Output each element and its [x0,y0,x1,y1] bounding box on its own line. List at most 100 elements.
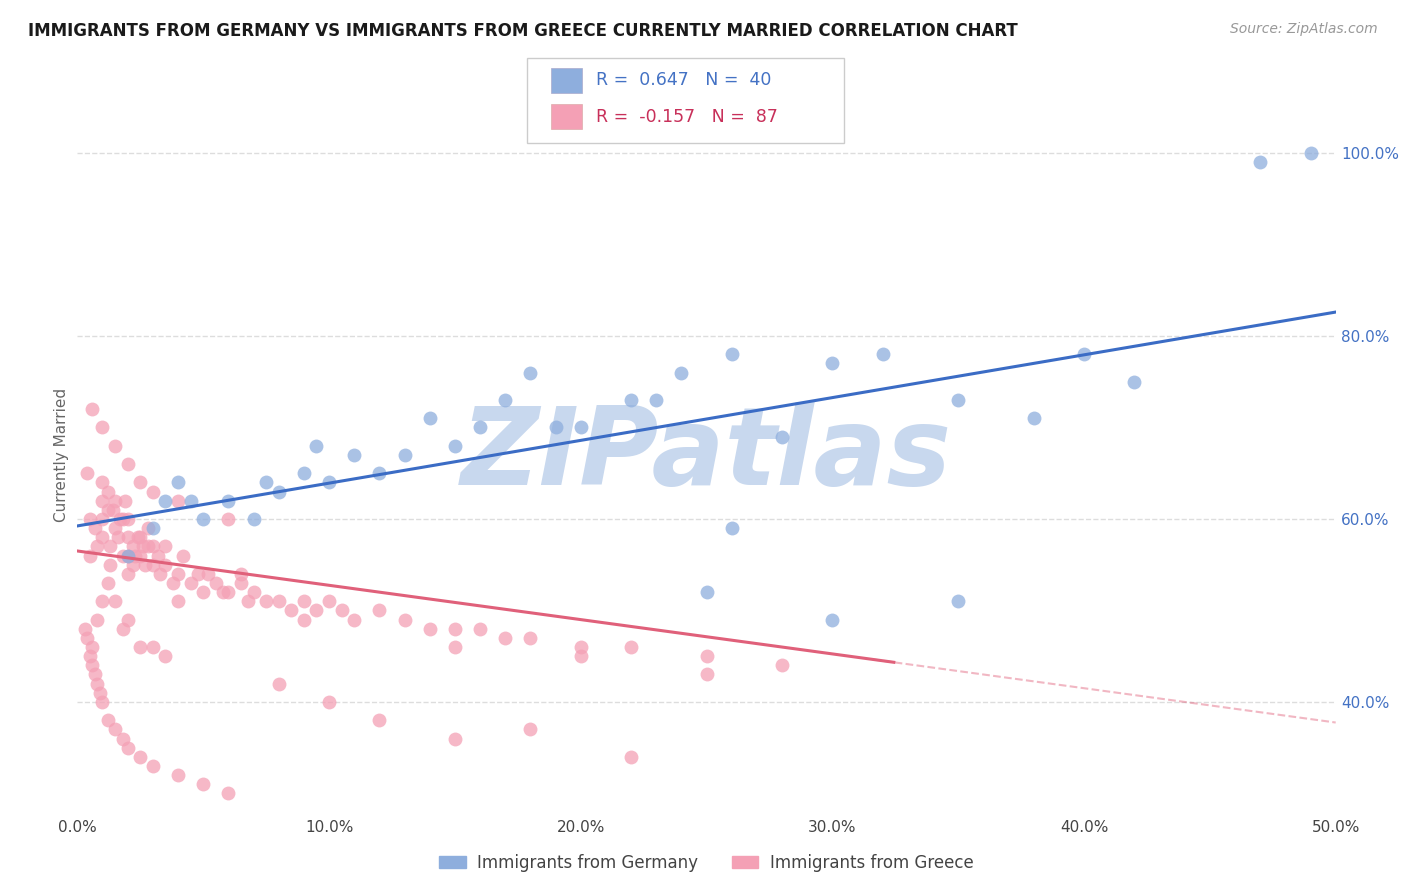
Point [132,540,155,554]
Point [167,493,190,508]
Point [121,558,143,572]
Point [444,640,467,654]
Point [343,613,366,627]
Point [368,713,391,727]
Point [167,594,190,608]
Point [129,530,152,544]
Point [146,549,169,563]
Point [124,549,146,563]
Point [1022,411,1045,425]
Point [96,503,118,517]
Point [620,749,643,764]
Point [197,566,219,581]
Text: Source: ZipAtlas.com: Source: ZipAtlas.com [1230,22,1378,37]
Point [267,676,290,690]
Point [229,576,252,591]
Point [172,549,194,563]
Point [394,613,416,627]
Point [96,713,118,727]
Point [872,347,894,361]
Point [104,594,127,608]
Point [79,549,101,563]
Point [91,493,114,508]
Point [86,540,108,554]
Point [645,392,668,407]
Point [82,640,104,654]
Point [242,512,264,526]
Point [242,585,264,599]
Point [162,576,184,591]
Point [167,475,190,490]
Point [368,467,391,481]
Point [770,429,793,443]
Point [821,613,844,627]
Point [519,366,541,380]
Point [444,439,467,453]
Point [696,667,718,681]
Point [117,457,139,471]
Point [292,467,315,481]
Point [217,585,239,599]
Point [86,676,108,690]
Point [318,594,340,608]
Point [180,493,202,508]
Point [1249,155,1271,169]
Point [254,475,277,490]
Point [696,585,718,599]
Point [821,356,844,370]
Point [167,768,190,782]
Point [117,613,139,627]
Point [86,613,108,627]
Point [696,649,718,664]
Point [519,631,541,645]
Text: ZIPatlas: ZIPatlas [461,402,952,508]
Point [155,649,177,664]
Point [368,603,391,617]
Point [79,512,101,526]
Point [318,475,340,490]
Point [142,540,165,554]
Point [494,392,516,407]
Point [84,521,107,535]
Point [149,566,172,581]
Point [117,740,139,755]
Point [82,402,104,417]
Point [82,658,104,673]
Point [129,549,152,563]
Point [948,594,970,608]
Point [1123,375,1146,389]
Point [129,475,152,490]
Point [468,622,491,636]
Point [142,484,165,499]
Point [155,558,177,572]
Point [212,585,235,599]
Point [187,566,209,581]
Point [167,566,190,581]
Point [468,420,491,434]
Point [134,558,156,572]
Point [104,439,127,453]
Point [111,549,134,563]
Point [117,549,139,563]
Point [142,640,165,654]
Point [569,649,592,664]
Point [76,631,98,645]
Point [419,411,441,425]
Point [569,640,592,654]
Point [96,576,118,591]
Point [91,475,114,490]
Point [305,603,328,617]
Point [267,484,290,499]
Point [948,392,970,407]
Point [136,521,159,535]
Point [84,667,107,681]
Point [98,558,121,572]
Point [104,493,127,508]
Point [129,640,152,654]
Point [91,420,114,434]
Legend: Immigrants from Germany, Immigrants from Greece: Immigrants from Germany, Immigrants from… [433,847,980,879]
Point [318,695,340,709]
Point [267,594,290,608]
Point [217,512,239,526]
Point [129,749,152,764]
